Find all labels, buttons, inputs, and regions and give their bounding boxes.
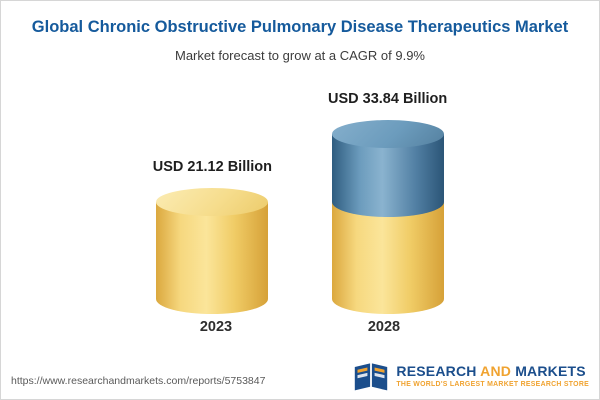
bar-2028-top-ellipse	[331, 120, 444, 148]
bar-2023: USD 21.12 Billion	[153, 159, 272, 314]
bar-2028-cylinder	[331, 120, 444, 314]
bar-chart-area: USD 21.12 Billion USD 33.84 Billion	[1, 89, 599, 314]
logo-wordmark: RESEARCH AND MARKETS	[396, 363, 585, 379]
bar-2023-value-label: USD 21.12 Billion	[152, 159, 272, 175]
x-label-2028: 2028	[367, 319, 401, 335]
researchandmarkets-logo: RESEARCH AND MARKETS THE WORLD'S LARGEST…	[353, 361, 589, 391]
chart-title: Global Chronic Obstructive Pulmonary Dis…	[31, 18, 569, 36]
bar-2028-value-label: USD 33.84 Billion	[328, 91, 448, 107]
x-label-2023: 2023	[199, 319, 233, 335]
logo-word-markets: MARKETS	[515, 362, 586, 379]
bar-2023-cylinder	[156, 188, 269, 314]
open-book-logo-icon	[355, 363, 388, 391]
logo-tagline: THE WORLD'S LARGEST MARKET RESEARCH STOR…	[396, 381, 589, 389]
chart-subtitle: Market forecast to grow at a CAGR of 9.9…	[175, 48, 425, 63]
logo-text: RESEARCH AND MARKETS THE WORLD'S LARGEST…	[396, 363, 589, 389]
bar-2028-base-segment	[331, 202, 444, 314]
bar-2028-growth-segment	[331, 120, 444, 217]
logo-word-and: AND	[480, 362, 512, 379]
bar-2028: USD 33.84 Billion	[328, 91, 447, 314]
bar-2023-top-ellipse	[156, 188, 269, 216]
logo-word-research: RESEARCH	[396, 362, 477, 379]
report-url: https://www.researchandmarkets.com/repor…	[11, 375, 266, 387]
bar-2023-body	[156, 188, 269, 314]
x-axis-labels: 2023 2028	[1, 319, 599, 335]
